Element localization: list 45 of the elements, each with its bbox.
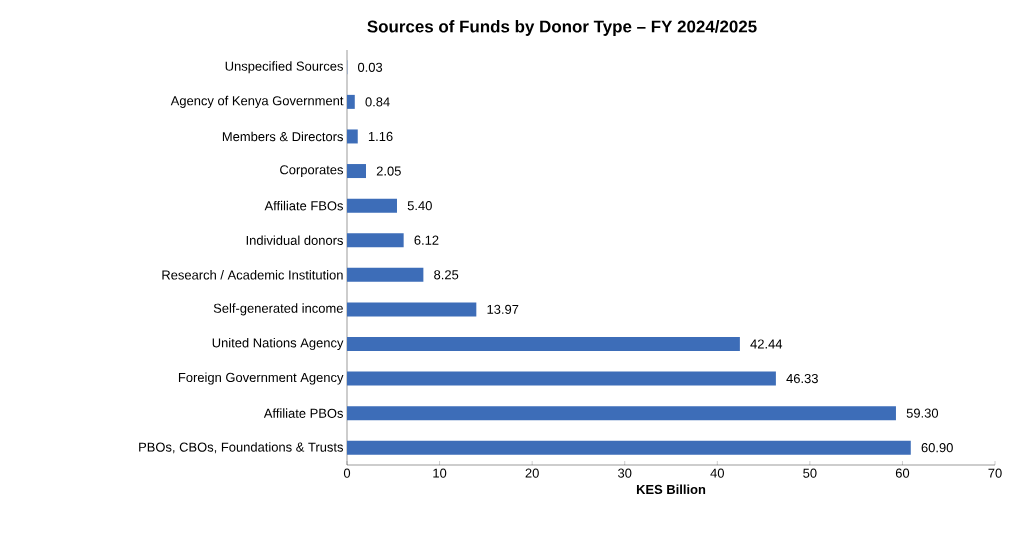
bar [347,440,911,455]
x-tick-label: 40 [710,468,724,478]
y-tick-label: Foreign Government Agency [178,372,344,385]
y-tick-label: Self-generated income [213,303,343,316]
bar [347,94,355,109]
data-label: 13.97 [487,304,519,314]
bar [347,129,358,144]
data-label: 46.33 [786,373,818,384]
bar [347,406,896,421]
x-tick-label: 60 [895,468,910,478]
y-tick-label: United Nations Agency [212,337,344,350]
data-label: 42.44 [750,339,783,349]
x-tick-label: 20 [525,468,539,478]
y-tick-label: Corporates [280,165,344,177]
x-tick-label: 0 [343,468,351,478]
x-tick-label: 70 [988,468,1002,478]
y-tick-label: Individual donors [246,235,343,245]
data-label: 8.25 [434,270,459,280]
bar [347,164,366,179]
data-label: 59.30 [906,408,939,418]
y-tick-label: Members & Directors [222,131,343,142]
data-label: 2.05 [376,166,401,176]
y-tick-label: Unspecified Sources [225,61,343,74]
bar [347,336,740,351]
y-tick-label: Affiliate PBOs [263,408,344,418]
y-tick-label: Affiliate FBOs [264,200,344,211]
chart-title: Sources of Funds by Donor Type – FY 2024/2025 [367,20,757,36]
bar [347,302,477,317]
bar [347,371,776,386]
y-tick-label: Research / Academic Institution [162,270,343,280]
data-label: 0.03 [357,62,383,72]
data-label: 0.84 [365,97,390,107]
x-tick-label: 50 [803,468,817,478]
data-label: 5.40 [407,201,432,211]
x-axis-title: KES Billion [636,484,706,495]
data-label: 1.16 [368,131,393,142]
data-label: 60.90 [921,443,953,453]
bar [347,233,404,248]
y-tick-label: Agency of Kenya Government [170,95,344,108]
y-tick-label: PBOs, CBOs, Foundations & Trusts [139,442,344,454]
bar [347,267,424,282]
x-tick-label: 10 [433,468,447,478]
data-label: 6.12 [414,235,439,245]
bar [347,198,397,213]
x-tick-label: 30 [618,468,632,478]
